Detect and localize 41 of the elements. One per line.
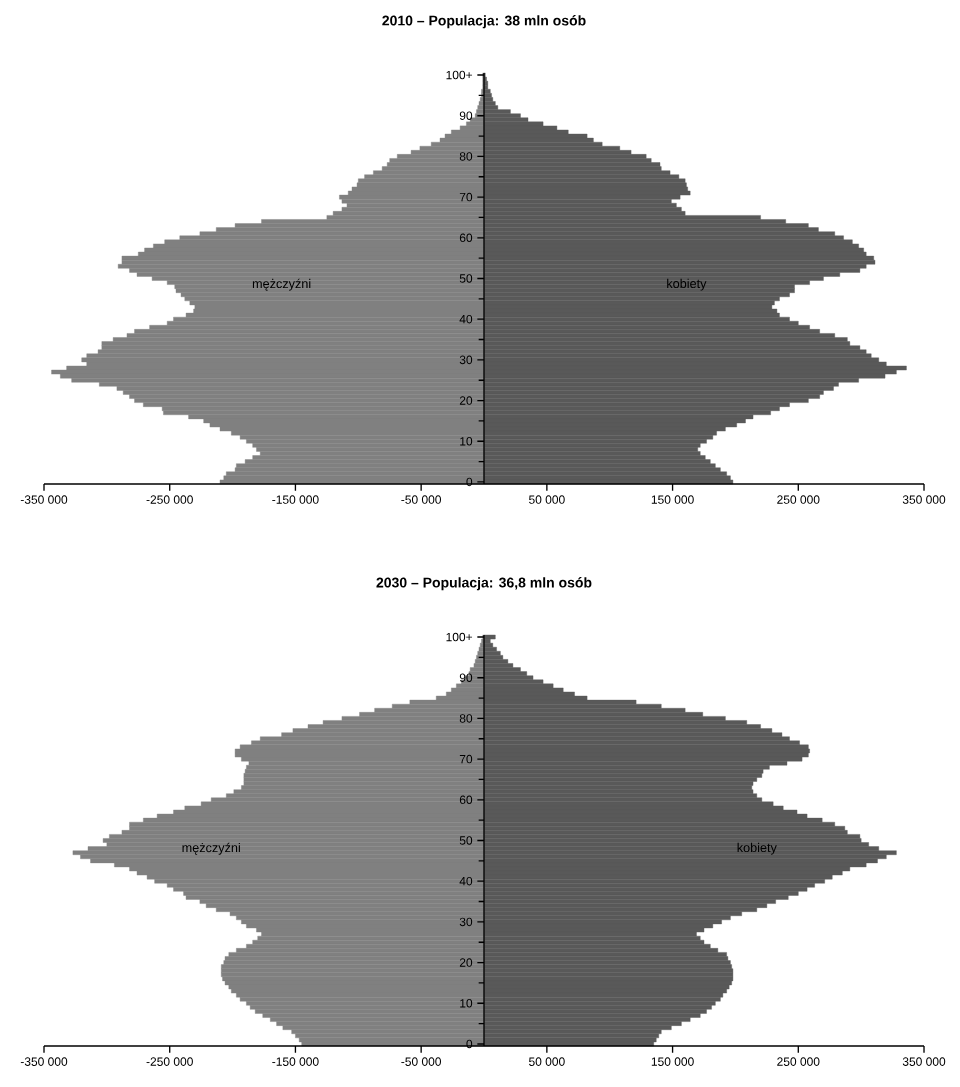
x-tick-label: 350 000 (902, 495, 946, 504)
x-tick-label: -150 000 (272, 495, 319, 504)
y-tick-label: 80 (459, 714, 473, 723)
y-tick-label: 20 (459, 396, 473, 405)
x-tick-label: 50 000 (528, 1057, 565, 1066)
x-tick-label: -150 000 (272, 1057, 319, 1066)
y-tick-label: 50 (459, 836, 473, 845)
y-tick-label: 80 (459, 152, 473, 161)
x-tick-label: 250 000 (777, 495, 820, 504)
series-label: kobiety (667, 278, 707, 291)
y-tick-label: 60 (459, 233, 473, 243)
x-tick-label: 350 000 (902, 1057, 946, 1066)
y-tick-label: 60 (459, 795, 473, 805)
x-tick-label: 150 000 (651, 1057, 694, 1066)
y-tick-label: 10 (460, 437, 473, 446)
y-tick-label: 90 (459, 111, 473, 120)
chart-title: 2030 – Populacja: 36,8 mln osób (376, 577, 592, 591)
y-tick-label: 20 (459, 958, 473, 967)
y-tick-label: 30 (459, 355, 473, 365)
x-tick-label: -250 000 (146, 1057, 193, 1066)
y-tick-label: 100+ (446, 632, 473, 642)
x-tick-label: 50 000 (528, 495, 565, 504)
series-label: kobiety (737, 842, 777, 855)
x-tick-label: -50 000 (401, 495, 442, 504)
y-tick-label: 70 (459, 192, 473, 202)
y-tick-label: 70 (459, 754, 473, 764)
y-tick-label: 50 (459, 274, 473, 283)
x-tick-label: -250 000 (146, 495, 193, 504)
x-tick-label: 250 000 (777, 1057, 820, 1066)
series-label: mężczyźni (252, 278, 311, 291)
series-label: mężczyźni (182, 842, 240, 855)
y-tick-label: 10 (460, 999, 473, 1008)
x-tick-label: -350 000 (20, 495, 68, 504)
y-tick-label: 30 (459, 917, 473, 927)
y-tick-label: 40 (459, 314, 473, 324)
y-tick-label: 100+ (446, 70, 473, 80)
x-tick-label: 150 000 (651, 495, 694, 504)
y-tick-label: 40 (459, 876, 473, 886)
x-tick-label: -350 000 (20, 1057, 68, 1066)
chart-title: 2010 – Populacja: 38 mln osób (382, 15, 586, 29)
x-tick-label: -50 000 (401, 1057, 442, 1066)
